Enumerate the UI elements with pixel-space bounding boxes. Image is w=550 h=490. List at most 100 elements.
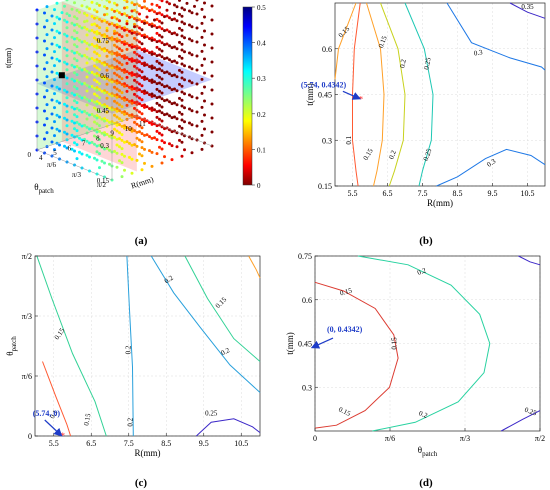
voxel-point xyxy=(160,63,164,67)
callout-label: (5.74, 0) xyxy=(33,409,61,418)
voxel-point xyxy=(123,154,126,158)
voxel-point xyxy=(200,133,204,137)
voxel-point xyxy=(160,161,164,165)
voxel-point xyxy=(93,134,96,138)
y-tick-label: 0.75 xyxy=(298,252,312,261)
voxel-point xyxy=(130,143,134,147)
plot-frame xyxy=(34,255,261,437)
voxel-point xyxy=(53,106,56,110)
voxel-point xyxy=(140,118,144,122)
voxel-point xyxy=(45,117,49,121)
voxel-point xyxy=(203,29,206,33)
voxel-point xyxy=(158,109,161,113)
voxel-point xyxy=(180,98,184,102)
panel-b: 0.1 0.15 0.15 0.15 0.2 0.2 0.25 0.25 0.3 0.3 0.35 5… xyxy=(301,2,546,208)
voxel-point xyxy=(105,118,109,122)
voxel-point xyxy=(83,81,86,85)
voxel-point xyxy=(88,43,91,47)
voxel-point xyxy=(95,100,99,104)
tick-label-t: 0.15 xyxy=(97,177,110,185)
voxel-point xyxy=(143,91,146,95)
voxel-point xyxy=(75,59,79,63)
voxel-point xyxy=(65,124,69,128)
contour-label: 0.2 xyxy=(127,417,135,426)
voxel-point xyxy=(80,110,84,114)
voxel-point xyxy=(160,49,164,53)
voxel-point xyxy=(75,129,79,133)
tick-label-theta: π/2 xyxy=(97,181,106,189)
voxel-point xyxy=(73,71,76,75)
contour-line-0_15 xyxy=(366,2,385,187)
voxel-point xyxy=(75,31,79,35)
voxel-point xyxy=(53,78,56,82)
voxel-point xyxy=(158,25,161,29)
voxel-point xyxy=(168,114,171,118)
voxel-point xyxy=(190,123,194,127)
voxel-point xyxy=(123,96,126,100)
voxel-point xyxy=(138,152,141,156)
voxel-point xyxy=(130,43,134,47)
voxel-point xyxy=(168,86,171,90)
x-tick-label: 8.5 xyxy=(161,439,171,448)
voxel-point xyxy=(80,82,84,86)
voxel-point xyxy=(85,5,89,9)
voxel-point xyxy=(78,94,81,98)
voxel-point xyxy=(130,171,134,175)
voxel-point xyxy=(190,95,194,99)
voxel-point xyxy=(170,32,174,36)
voxel-point xyxy=(140,104,144,108)
voxel-point xyxy=(140,140,144,144)
voxel-point xyxy=(118,131,121,135)
voxel-point xyxy=(65,40,69,44)
voxel-point xyxy=(180,118,184,122)
voxel-point xyxy=(98,40,101,44)
voxel-point xyxy=(75,64,79,68)
voxel-point xyxy=(50,126,54,130)
voxel-point xyxy=(160,77,164,81)
voxel-point xyxy=(43,109,46,113)
voxel-point xyxy=(155,124,159,128)
voxel-point xyxy=(103,147,106,151)
colorbar-ticks: 0 0.1 0.2 0.3 0.4 0.5 xyxy=(252,4,266,190)
contour-line-0_1 xyxy=(42,361,72,437)
voxel-point xyxy=(55,1,59,5)
voxel-point xyxy=(168,44,171,48)
voxel-point xyxy=(113,57,116,61)
callout-arrow xyxy=(342,90,362,100)
voxel-point xyxy=(118,137,121,141)
voxel-point xyxy=(128,127,131,131)
voxel-point xyxy=(125,33,129,37)
voxel-point xyxy=(128,85,131,89)
voxel-point xyxy=(178,26,181,30)
voxel-point xyxy=(93,72,96,76)
voxel-point xyxy=(143,161,146,165)
voxel-point xyxy=(118,67,121,71)
voxel-point xyxy=(78,10,81,14)
voxel-point xyxy=(125,5,129,9)
voxel-point xyxy=(123,56,126,60)
voxel-point xyxy=(173,115,176,119)
voxel-point xyxy=(85,69,89,73)
voxel-point xyxy=(163,43,166,47)
voxel-point xyxy=(73,37,76,41)
voxel-point xyxy=(155,3,159,7)
voxel-point xyxy=(103,103,106,107)
voxel-point xyxy=(83,11,86,15)
voxel-point xyxy=(115,45,119,49)
voxel-point xyxy=(183,36,186,40)
contour-label: 0.35 xyxy=(521,3,534,11)
voxel-point xyxy=(183,106,186,110)
voxel-point xyxy=(123,68,126,72)
voxel-point xyxy=(103,13,106,17)
voxel-point xyxy=(148,37,151,41)
voxel-point xyxy=(130,101,134,105)
voxel-point xyxy=(133,78,136,82)
voxel-point xyxy=(183,22,186,26)
voxel-point xyxy=(133,59,136,63)
voxel-point xyxy=(138,46,141,50)
voxel-point xyxy=(133,45,136,49)
voxel-point xyxy=(185,1,189,5)
voxel-point xyxy=(88,127,91,131)
voxel-point xyxy=(138,12,141,16)
voxel-point xyxy=(93,114,96,118)
